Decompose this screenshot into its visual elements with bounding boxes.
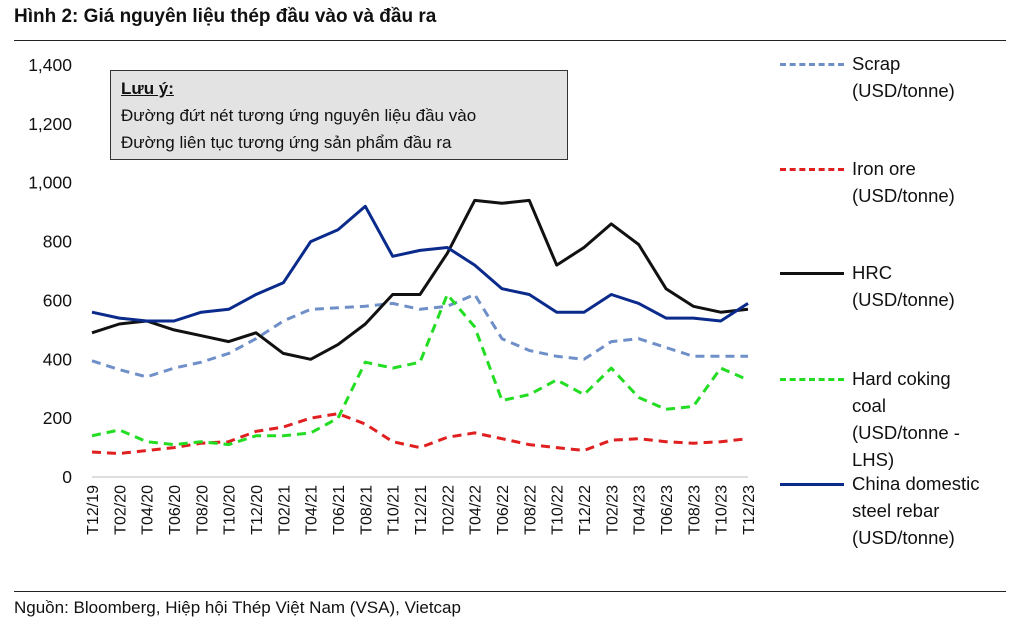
y-tick-label: 1,000	[28, 173, 72, 193]
x-tick-label: T08/21	[358, 485, 375, 535]
x-tick-label: T04/20	[140, 485, 157, 535]
x-tick-label: T10/20	[222, 485, 239, 535]
y-tick-label: 800	[43, 232, 72, 252]
y-tick-label: 600	[43, 290, 72, 310]
y-tick-label: 0	[62, 467, 72, 487]
x-tick-label: T12/19	[85, 485, 102, 535]
x-tick-label: T06/21	[331, 485, 348, 535]
series-line-1	[91, 412, 749, 455]
legend-label-coking-coal: Hard coking coal (USD/tonne - LHS)	[852, 368, 960, 470]
note-heading: Lưu ý:	[121, 79, 174, 98]
x-tick-label: T10/22	[550, 485, 567, 535]
legend-label-scrap: Scrap (USD/tonne)	[852, 53, 955, 101]
x-tick-label: T02/22	[440, 485, 457, 535]
legend-swatch-iron-ore	[780, 168, 844, 171]
y-tick-label: 400	[43, 349, 72, 369]
series-line-3	[91, 293, 749, 447]
note-line-solid: Đường liên tục tương ứng sản phẩm đầu ra	[121, 133, 452, 152]
y-tick-label: 1,200	[28, 114, 72, 134]
x-tick-label: T10/23	[714, 485, 731, 535]
x-tick-label: T04/22	[468, 485, 485, 535]
chart-title: Hình 2: Giá nguyên liệu thép đầu vào và …	[14, 6, 437, 27]
x-tick-label: T12/22	[577, 485, 594, 535]
legend-swatch-coking-coal	[780, 378, 844, 381]
title-divider	[14, 40, 1006, 41]
x-tick-label: T08/23	[686, 485, 703, 535]
y-tick-label: 200	[43, 408, 72, 428]
x-tick-label: T02/23	[604, 485, 621, 535]
x-tick-label: T02/21	[276, 485, 293, 535]
x-tick-label: T08/20	[194, 485, 211, 535]
x-tick-label: T02/20	[112, 485, 129, 535]
x-tick-label: T06/22	[495, 485, 512, 535]
x-tick-label: T12/21	[413, 485, 430, 535]
legend-swatch-hrc	[780, 272, 844, 275]
legend-label-iron-ore: Iron ore (USD/tonne)	[852, 158, 955, 206]
series-line-2	[91, 198, 749, 361]
note-line-dashed: Đường đứt nét tương ứng nguyên liệu đầu …	[121, 106, 477, 125]
y-tick-label: 1,400	[28, 55, 72, 75]
legend-swatch-scrap	[780, 63, 844, 66]
x-tick-label: T10/21	[386, 485, 403, 535]
x-tick-label: T06/20	[167, 485, 184, 535]
x-tick-label: T04/21	[304, 485, 321, 535]
note-box: Lưu ý: Đường đứt nét tương ứng nguyên li…	[110, 70, 568, 160]
legend-label-hrc: HRC (USD/tonne)	[852, 262, 955, 310]
line-chart: 0 200 400 600 800 1,000 1,200 1,400 T12/19 T02/2…	[28, 55, 758, 535]
legend-swatch-china-rebar	[780, 483, 844, 486]
source-note: Nguồn: Bloomberg, Hiệp hội Thép Việt Nam…	[14, 598, 461, 617]
x-tick-label: T04/23	[632, 485, 649, 535]
x-tick-label: T08/22	[522, 485, 539, 535]
series-line-4	[91, 204, 749, 323]
x-tick-label: T12/20	[249, 485, 266, 535]
x-tick-label: T06/23	[659, 485, 676, 535]
series-line-0	[91, 293, 748, 379]
footer-divider	[14, 591, 1006, 592]
x-tick-label: T12/23	[741, 485, 758, 535]
legend-label-china-rebar: China domestic steel rebar (USD/tonne)	[852, 473, 980, 548]
